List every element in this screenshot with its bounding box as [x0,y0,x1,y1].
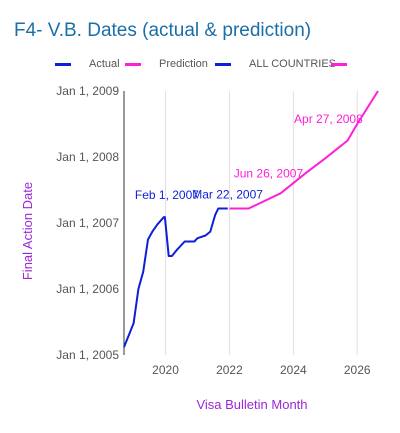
data-label-1: Mar 22, 2007 [192,187,263,201]
tick-labels: 2020 2022 2024 2026 Jan 1, 2005 Jan 1, 2006 Ja… [56,84,371,377]
legend-swatch-actual [55,63,71,66]
y-axis-title: Final Action Date [20,182,35,280]
y-tick-label-3: Jan 1, 2008 [56,150,119,164]
x-tick-label-2022: 2022 [216,363,243,377]
x-axis-title: Visa Bulletin Month [196,397,307,412]
y-tick-label-1: Jan 1, 2006 [56,282,119,296]
legend-label-prediction: Prediction [159,58,208,70]
data-label-2: Jun 26, 2007 [234,166,304,180]
y-tick-label-2: Jan 1, 2007 [56,216,119,230]
data-label-3: Apr 27, 2008 [294,112,363,126]
data-label-0: Feb 1, 2007 [135,188,199,202]
x-tick-label-2020: 2020 [152,363,179,377]
legend-label-all-countries: ALL COUNTRIES [249,58,337,70]
legend-label-actual: Actual [89,58,120,70]
series-line-actual [123,207,228,348]
x-tick-label-2026: 2026 [344,363,371,377]
y-tick-label-0: Jan 1, 2005 [56,348,119,362]
series-line-prediction [229,90,379,210]
series-lines [123,90,379,348]
x-tick-label-2024: 2024 [280,363,307,377]
legend-swatch-all-countries [215,63,231,66]
legend-swatch-prediction [125,63,141,66]
legend-swatch-all-countries-prediction [331,63,347,66]
y-tick-label-4: Jan 1, 2009 [56,84,119,98]
gridlines [165,91,358,355]
chart-title: F4- V.B. Dates (actual & prediction) [14,20,312,41]
